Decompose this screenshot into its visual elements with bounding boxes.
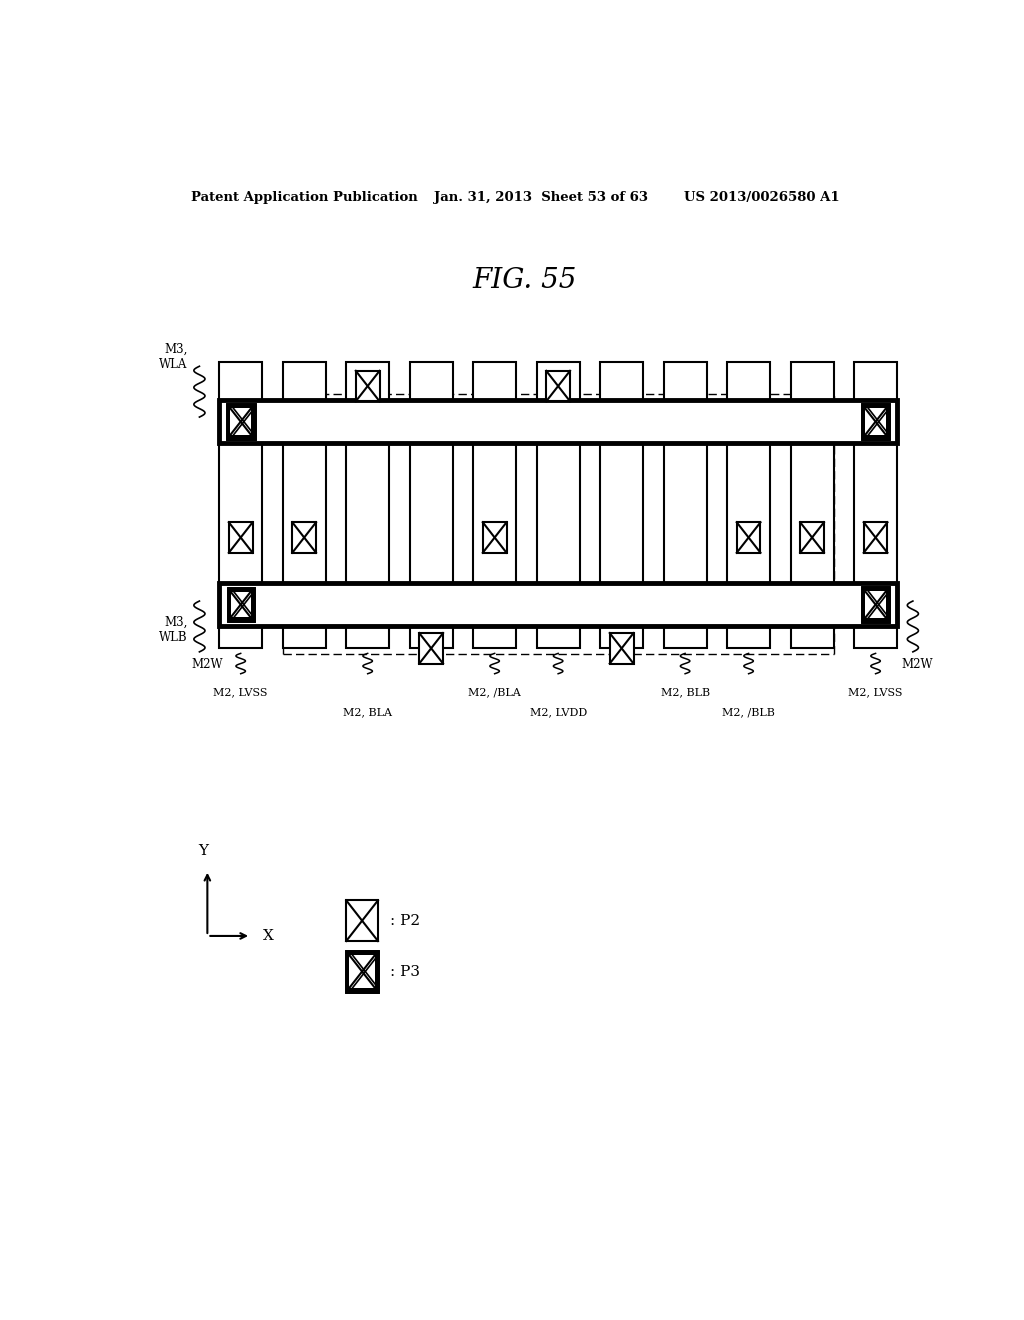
Bar bbox=[854, 362, 897, 648]
Bar bbox=[227, 587, 254, 622]
Bar bbox=[861, 404, 890, 440]
Bar bbox=[227, 587, 254, 622]
Bar bbox=[600, 362, 643, 648]
Bar bbox=[664, 362, 707, 648]
Text: M2W: M2W bbox=[901, 659, 933, 672]
Text: M2, BLA: M2, BLA bbox=[343, 708, 392, 717]
Text: FIG. 55: FIG. 55 bbox=[473, 267, 577, 294]
Text: M2, /BLA: M2, /BLA bbox=[468, 686, 521, 697]
Bar bbox=[861, 587, 890, 623]
Bar bbox=[482, 523, 507, 553]
Bar bbox=[473, 362, 516, 648]
Text: M3,
WLA: M3, WLA bbox=[159, 343, 187, 371]
Text: M2, LVSS: M2, LVSS bbox=[848, 686, 903, 697]
Bar bbox=[226, 404, 255, 440]
Text: M2, /BLB: M2, /BLB bbox=[722, 708, 775, 717]
Bar bbox=[230, 591, 251, 618]
Text: Jan. 31, 2013  Sheet 53 of 63: Jan. 31, 2013 Sheet 53 of 63 bbox=[433, 190, 647, 203]
Bar bbox=[791, 362, 834, 648]
Bar bbox=[861, 587, 890, 623]
Bar bbox=[346, 900, 378, 941]
Bar bbox=[800, 523, 824, 553]
Bar bbox=[736, 523, 761, 553]
Bar bbox=[292, 523, 316, 553]
Bar bbox=[219, 362, 262, 648]
Text: M3,
WLB: M3, WLB bbox=[159, 616, 187, 644]
Bar bbox=[230, 408, 252, 436]
Bar bbox=[226, 404, 255, 440]
Text: M2, BLB: M2, BLB bbox=[660, 686, 710, 697]
Bar bbox=[863, 523, 888, 553]
Bar bbox=[346, 952, 378, 991]
Text: : P2: : P2 bbox=[390, 913, 420, 928]
Bar bbox=[346, 952, 378, 991]
Bar bbox=[537, 362, 580, 648]
Bar bbox=[228, 523, 253, 553]
Bar bbox=[355, 371, 380, 401]
Bar bbox=[865, 591, 887, 618]
Bar bbox=[283, 362, 326, 648]
Text: : P3: : P3 bbox=[390, 965, 420, 978]
Text: M2, LVSS: M2, LVSS bbox=[213, 686, 268, 697]
Text: X: X bbox=[263, 929, 273, 942]
Text: Patent Application Publication: Patent Application Publication bbox=[191, 190, 418, 203]
Bar bbox=[865, 408, 887, 436]
Bar bbox=[219, 400, 897, 444]
Text: M2, LVDD: M2, LVDD bbox=[529, 708, 587, 717]
Bar bbox=[546, 371, 570, 401]
Bar bbox=[727, 362, 770, 648]
Bar bbox=[410, 362, 453, 648]
Bar bbox=[419, 634, 443, 664]
Bar bbox=[861, 404, 890, 440]
Text: Y: Y bbox=[199, 843, 209, 858]
Bar bbox=[349, 956, 375, 987]
Bar bbox=[219, 583, 897, 626]
Text: US 2013/0026580 A1: US 2013/0026580 A1 bbox=[684, 190, 839, 203]
Bar bbox=[609, 634, 634, 664]
Bar bbox=[346, 362, 389, 648]
Text: M2W: M2W bbox=[191, 659, 223, 672]
